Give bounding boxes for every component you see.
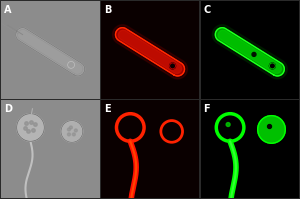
Text: C: C <box>203 5 211 15</box>
Circle shape <box>25 122 28 125</box>
Circle shape <box>268 125 272 129</box>
Circle shape <box>24 127 27 130</box>
Circle shape <box>216 114 244 141</box>
Text: F: F <box>203 104 210 114</box>
Circle shape <box>161 121 182 142</box>
Circle shape <box>116 114 144 141</box>
Circle shape <box>74 129 77 132</box>
Circle shape <box>226 123 230 127</box>
Circle shape <box>17 114 44 141</box>
Circle shape <box>252 53 256 56</box>
Polygon shape <box>118 30 182 73</box>
Circle shape <box>258 116 285 143</box>
Polygon shape <box>212 25 287 79</box>
Text: B: B <box>104 5 111 15</box>
Polygon shape <box>16 28 85 76</box>
Circle shape <box>27 130 30 133</box>
Circle shape <box>269 63 275 69</box>
Text: A: A <box>4 5 11 15</box>
Text: E: E <box>104 104 110 114</box>
Polygon shape <box>112 25 188 79</box>
Text: D: D <box>4 104 12 114</box>
Circle shape <box>68 133 70 136</box>
Circle shape <box>68 128 70 131</box>
Polygon shape <box>116 28 184 76</box>
Circle shape <box>32 129 35 132</box>
Polygon shape <box>215 28 284 76</box>
Circle shape <box>34 123 37 126</box>
Circle shape <box>30 121 33 124</box>
Circle shape <box>169 63 175 69</box>
Polygon shape <box>218 30 281 73</box>
Circle shape <box>69 126 72 129</box>
Circle shape <box>61 121 83 142</box>
Circle shape <box>72 133 75 136</box>
